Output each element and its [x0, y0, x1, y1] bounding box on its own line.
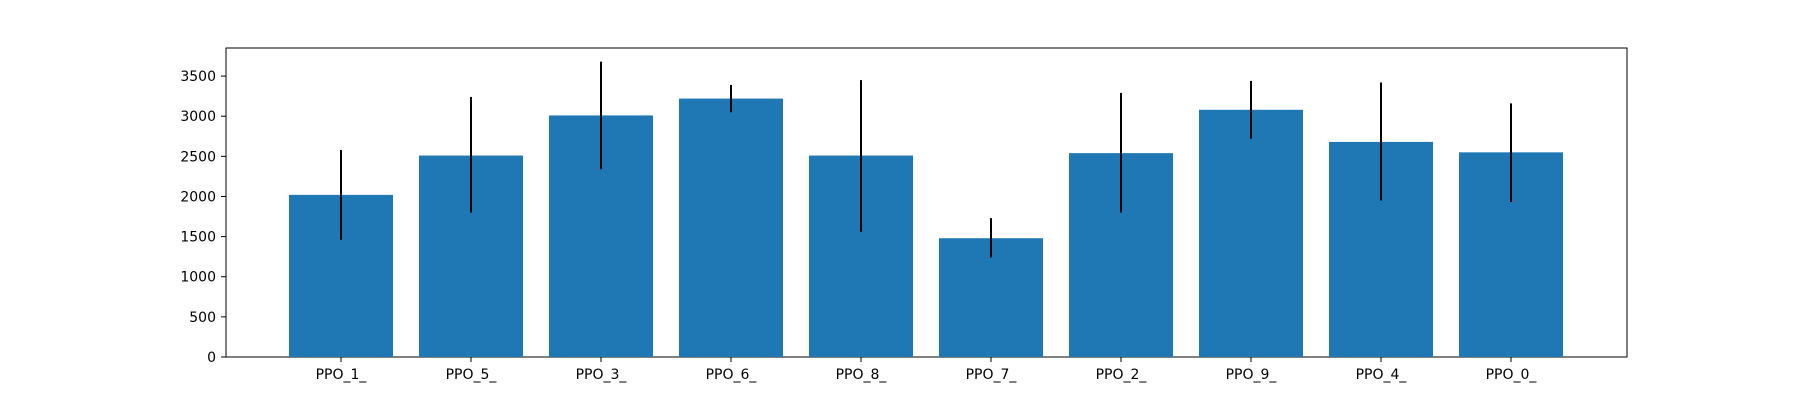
bar-PPO_9_	[1199, 109, 1303, 357]
x-tick-label: PPO_4_	[1356, 367, 1408, 383]
errorbars-layer	[340, 61, 1512, 258]
x-tick-label: PPO_8_	[836, 367, 888, 383]
y-tick-label: 1000	[180, 270, 216, 286]
x-tick-label: PPO_9_	[1226, 367, 1278, 383]
x-tick-label: PPO_3_	[576, 367, 628, 383]
x-tick-label: PPO_0_	[1486, 367, 1538, 383]
x-tick-label: PPO_1_	[316, 367, 368, 383]
x-tick-label: PPO_2_	[1096, 367, 1148, 383]
plot-area-frame	[225, 47, 1628, 358]
x-axis: PPO_1_ PPO_5_ PPO_3_ PPO_6_ PPO_8_ PPO_7_ PPO_…	[316, 357, 1538, 383]
y-tick-label: 3500	[180, 69, 216, 85]
bar-PPO_7_	[939, 238, 1043, 357]
x-tick-label: PPO_6_	[706, 367, 758, 383]
y-tick-label: 1500	[180, 230, 216, 246]
x-tick-label: PPO_7_	[966, 367, 1018, 383]
y-tick-label: 500	[189, 310, 216, 326]
y-axis: 0 500 1000 1500 2000 2500 3000 3500	[180, 69, 226, 366]
y-tick-label: 2000	[180, 189, 216, 205]
bar-PPO_6_	[679, 98, 783, 358]
y-tick-label: 2500	[180, 149, 216, 165]
y-tick-label: 0	[207, 350, 216, 366]
y-tick-label: 3000	[180, 109, 216, 125]
bars-layer	[289, 98, 1563, 358]
x-tick-label: PPO_5_	[446, 367, 498, 383]
